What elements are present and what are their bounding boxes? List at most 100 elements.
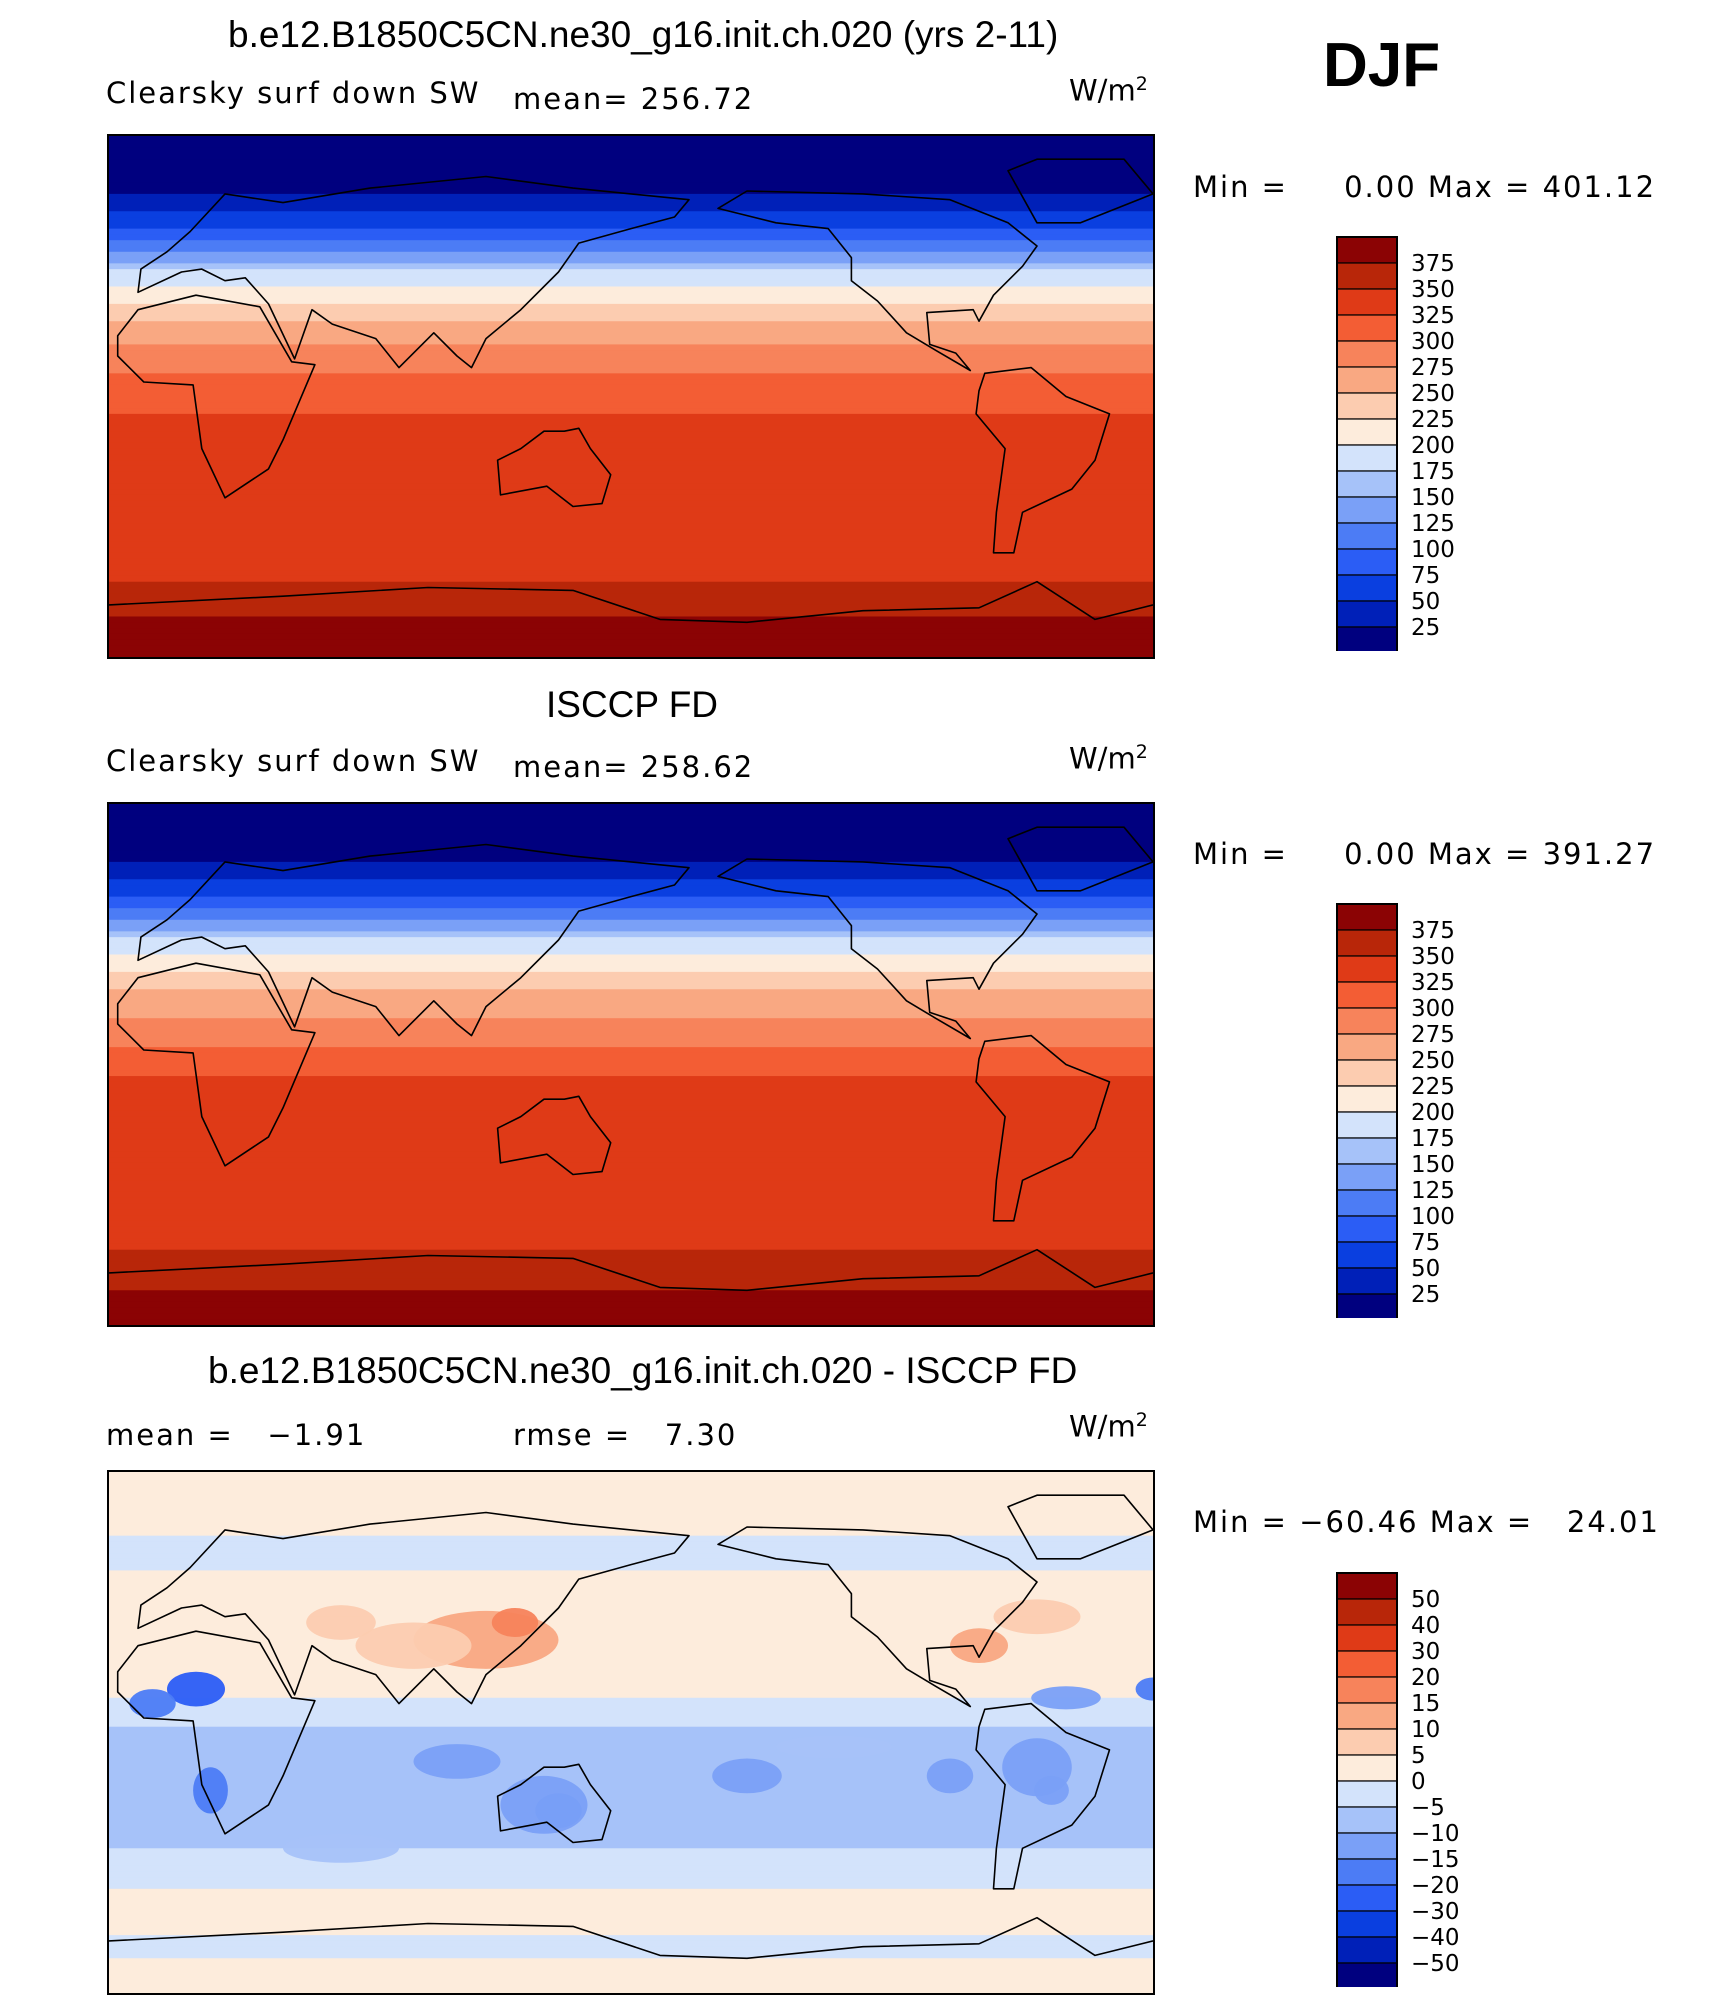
- panel-3-anomaly: [926, 1758, 974, 1794]
- panel-2-colorbar-box: [1336, 1111, 1398, 1139]
- panel-1-colorbar-box: [1336, 262, 1398, 290]
- panel-3-band: [109, 1807, 1153, 1815]
- panel-2-colorbar-label: 375: [1411, 918, 1455, 944]
- panel-3-band: [109, 1877, 1153, 1884]
- panel-1-band: [109, 321, 1153, 328]
- panel-1-coastline: [496, 427, 612, 508]
- panel-1-band: [109, 599, 1153, 606]
- panel-2-band: [109, 1174, 1153, 1181]
- panel-2-colorbar-frame: [1336, 903, 1398, 1318]
- panel-2-band: [109, 1128, 1153, 1135]
- panel-1-map-plot: [109, 136, 1153, 657]
- panel-2-colorbar-label: 50: [1411, 1256, 1440, 1282]
- panel-2-band: [109, 1076, 1153, 1083]
- panel-1-band: [109, 373, 1153, 380]
- panel-1-band: [109, 442, 1153, 450]
- panel-3-colorbar-label: 15: [1411, 1691, 1440, 1717]
- panel-2-colorbar-label: 175: [1411, 1126, 1455, 1152]
- season-label: DJF: [1323, 31, 1441, 100]
- panel-3-band: [109, 1894, 1153, 1901]
- panel-3-band: [109, 1848, 1153, 1855]
- panel-3-anomaly: [129, 1689, 176, 1719]
- panel-3-coastline: [109, 1916, 1153, 1960]
- panel-2-band: [109, 1081, 1153, 1089]
- panel-1-band: [109, 460, 1153, 467]
- panel-1-mean-label: mean=: [513, 82, 630, 116]
- panel-1-band: [109, 205, 1153, 212]
- panel-2-band: [109, 1267, 1153, 1274]
- panel-1-band: [109, 616, 1153, 623]
- panel-1-colorbar-label: 275: [1411, 355, 1455, 381]
- panel-3-band: [109, 1657, 1153, 1664]
- panel-1-band: [109, 604, 1153, 612]
- panel-2-colorbar-label: 275: [1411, 1022, 1455, 1048]
- panel-3-min-max: Min = −60.46 Max = 24.01: [1193, 1505, 1660, 1539]
- panel-2-colorbar-box: [1336, 1137, 1398, 1165]
- panel-2-units: W/m2: [1069, 741, 1148, 776]
- panel-1-band: [109, 303, 1153, 311]
- panel-1-band: [109, 234, 1153, 241]
- panel-3-band: [109, 1553, 1153, 1560]
- panel-1-band: [109, 379, 1153, 386]
- panel-3-band: [109, 1599, 1153, 1606]
- panel-1-band: [109, 431, 1153, 438]
- panel-2-band: [109, 1186, 1153, 1193]
- panel-3-band: [109, 1709, 1153, 1716]
- panel-3-coastline: [717, 1526, 1038, 1708]
- panel-3-colorbar-label: −20: [1411, 1873, 1460, 1899]
- panel-1-band: [109, 217, 1153, 224]
- panel-1-colorbar-box: [1336, 366, 1398, 394]
- panel-1-band: [109, 494, 1153, 502]
- panel-2-band: [109, 1041, 1153, 1048]
- panel-1-band: [109, 245, 1153, 253]
- panel-1-colorbar-box: [1336, 574, 1398, 602]
- panel-3-band: [109, 1558, 1153, 1566]
- panel-1-band: [109, 141, 1153, 149]
- panel-2-band: [109, 1215, 1153, 1222]
- panel-1-band: [109, 147, 1153, 154]
- panel-2-colorbar-box: [1336, 1241, 1398, 1269]
- panel-1-colorbar-box: [1336, 288, 1398, 316]
- panel-1-band: [109, 164, 1153, 172]
- panel-2-band: [109, 873, 1153, 880]
- panel-2-band: [109, 867, 1153, 875]
- panel-2-band: [109, 1012, 1153, 1019]
- panel-1-map: [107, 134, 1155, 659]
- panel-3-band: [109, 1477, 1153, 1485]
- panel-2-band: [109, 1099, 1153, 1106]
- panel-1-band: [109, 367, 1153, 374]
- panel-3-band: [109, 1755, 1153, 1763]
- panel-1-colorbar-box: [1336, 496, 1398, 524]
- panel-3-band: [109, 1639, 1153, 1647]
- panel-1-band: [109, 419, 1153, 427]
- panel-3-band: [109, 1732, 1153, 1739]
- panel-1-colorbar-box: [1336, 236, 1398, 264]
- panel-2-colorbar-box: [1336, 1215, 1398, 1243]
- panel-1-band: [109, 564, 1153, 571]
- panel-3-band: [109, 1871, 1153, 1878]
- panel-3-band: [109, 1888, 1153, 1896]
- panel-3-coastline: [1007, 1494, 1153, 1560]
- panel-2-band: [109, 1162, 1153, 1170]
- panel-1-band: [109, 454, 1153, 461]
- panel-2-band: [109, 966, 1153, 973]
- panel-1-band: [109, 338, 1153, 345]
- panel-1-band: [109, 159, 1153, 166]
- panel-3-colorbar-box: [1336, 1754, 1398, 1782]
- panel-1-band: [109, 622, 1153, 629]
- panel-1-band: [109, 581, 1153, 589]
- panel-3-band: [109, 1917, 1153, 1925]
- panel-2-min-max: Min = 0.00 Max = 391.27: [1193, 837, 1657, 871]
- panel-3-anomaly: [500, 1775, 588, 1834]
- panel-1-colorbar-label: 250: [1411, 381, 1455, 407]
- panel-3-band: [109, 1761, 1153, 1768]
- panel-1-colorbar-label: 325: [1411, 303, 1455, 329]
- panel-2-colorbar-box: [1336, 955, 1398, 983]
- panel-1-coastline: [116, 294, 316, 499]
- panel-3-coastline: [116, 1630, 316, 1835]
- panel-3-band: [109, 1541, 1153, 1548]
- panel-1-band: [109, 384, 1153, 392]
- panel-1-colorbar-label: 125: [1411, 511, 1455, 537]
- panel-2-band: [109, 1105, 1153, 1112]
- panel-1-band: [109, 136, 1153, 143]
